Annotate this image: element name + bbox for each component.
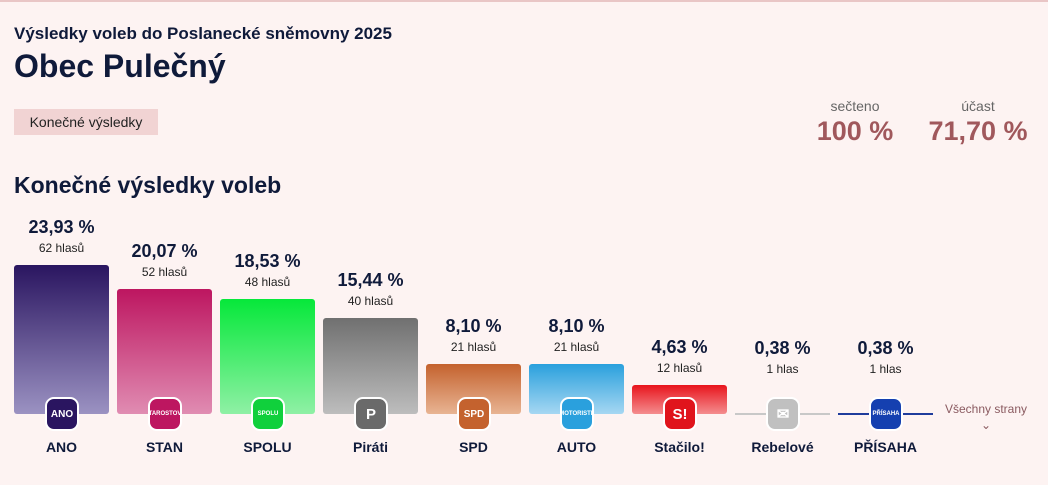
- party-name: Rebelové: [751, 439, 814, 455]
- party-logo-icon: ANO: [45, 397, 79, 431]
- party-column[interactable]: 0,38 % 1 hlas PŘÍSAHA PŘÍSAHA: [838, 202, 933, 472]
- party-bar: [220, 298, 315, 414]
- party-column[interactable]: 8,10 % 21 hlasů SPD SPD: [426, 202, 521, 472]
- counted-value: 100 %: [816, 116, 894, 146]
- party-votes: 40 hlasů: [347, 293, 394, 308]
- turnout-label: účast: [961, 98, 995, 114]
- party-column[interactable]: 15,44 % 40 hlasů P Piráti: [323, 202, 418, 472]
- party-column[interactable]: 4,63 % 12 hlasů S! Stačilo!: [632, 202, 727, 472]
- party-logo-icon: SPOLU: [251, 397, 285, 431]
- party-percent: 0,38 %: [857, 338, 914, 358]
- party-logo-icon: MOTORISTÉ: [560, 397, 594, 431]
- party-name: SPD: [459, 439, 488, 455]
- party-percent: 0,38 %: [754, 338, 811, 358]
- party-percent: 15,44 %: [337, 269, 404, 290]
- party-column[interactable]: 23,93 % 62 hlasů ANO ANO: [14, 202, 109, 472]
- turnout-stat: účast 71,70 %: [920, 98, 1036, 147]
- party-name: PŘÍSAHA: [853, 439, 917, 455]
- party-percent: 8,10 %: [445, 315, 502, 336]
- all-parties-label: Všechny strany: [944, 402, 1028, 416]
- party-column[interactable]: 0,38 % 1 hlas ✉ Rebelové: [735, 202, 830, 472]
- party-name: ANO: [45, 439, 78, 455]
- section-title: Konečné výsledky voleb: [14, 172, 282, 198]
- counted-stat: sečteno 100 %: [812, 98, 898, 147]
- all-parties-button[interactable]: Všechny strany ⌄: [940, 402, 1032, 432]
- party-bar: [14, 264, 109, 414]
- party-logo-icon: P: [354, 397, 388, 431]
- party-name: AUTO: [556, 439, 597, 455]
- party-name: Piráti: [352, 439, 388, 455]
- party-logo-icon: PŘÍSAHA: [869, 397, 903, 431]
- party-percent: 23,93 %: [28, 216, 95, 237]
- party-name: SPOLU: [243, 439, 292, 455]
- final-results-badge: Konečné výsledky: [14, 109, 158, 135]
- page-title: Obec Pulečný: [14, 48, 226, 84]
- party-name: STAN: [145, 439, 184, 455]
- party-logo-icon: SPD: [457, 397, 491, 431]
- party-logo-icon: S!: [663, 397, 697, 431]
- turnout-value: 71,70 %: [928, 116, 1028, 146]
- party-votes: 62 hlasů: [38, 240, 85, 255]
- party-votes: 21 hlasů: [553, 339, 600, 354]
- party-logo-icon: STAROSTOVÉ: [148, 397, 182, 431]
- party-votes: 12 hlasů: [656, 361, 703, 376]
- chevron-down-icon: ⌄: [980, 418, 992, 432]
- page-subtitle: Výsledky voleb do Poslanecké sněmovny 20…: [14, 24, 392, 43]
- party-column[interactable]: 18,53 % 48 hlasů SPOLU SPOLU: [220, 202, 315, 472]
- party-column[interactable]: 8,10 % 21 hlasů MOTORISTÉ AUTO: [529, 202, 624, 472]
- party-percent: 4,63 %: [651, 337, 708, 358]
- party-votes: 21 hlasů: [450, 339, 497, 354]
- party-votes: 48 hlasů: [244, 274, 291, 289]
- party-name: Stačilo!: [654, 439, 705, 455]
- party-percent: 20,07 %: [131, 240, 198, 261]
- party-bar: [117, 288, 212, 414]
- party-percent: 8,10 %: [548, 315, 605, 336]
- party-votes: 1 hlas: [869, 362, 902, 376]
- party-percent: 18,53 %: [234, 250, 301, 271]
- counted-label: sečteno: [830, 98, 880, 114]
- party-votes: 1 hlas: [766, 362, 799, 376]
- party-votes: 52 hlasů: [141, 264, 188, 279]
- party-column[interactable]: 20,07 % 52 hlasů STAROSTOVÉ STAN: [117, 202, 212, 472]
- party-logo-icon: ✉: [766, 397, 800, 431]
